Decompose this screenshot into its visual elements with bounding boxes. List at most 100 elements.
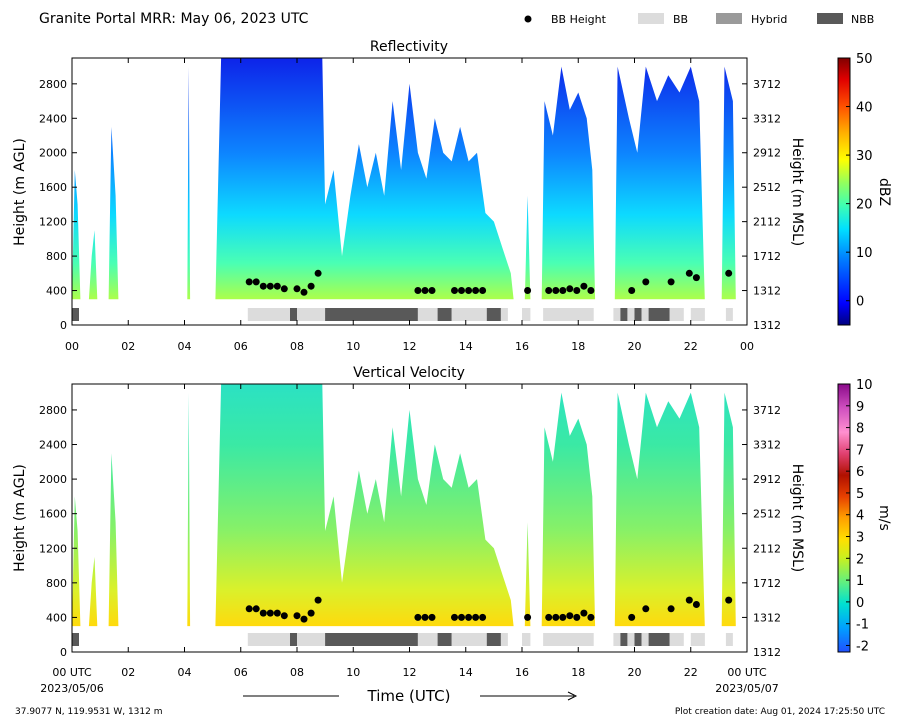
vertical-velocity-bb-height-point [667, 605, 675, 613]
reflectivity-bb-type-segment [627, 308, 635, 321]
vertical-velocity-colorbar-tick-label: -2 [856, 639, 869, 654]
vertical-velocity-echo-area [72, 384, 736, 627]
vertical-velocity-bb-type-segment [325, 633, 418, 646]
reflectivity-bb-type-segment [669, 308, 684, 321]
reflectivity-bb-height-point [667, 278, 675, 286]
legend-hybrid-swatch [716, 13, 742, 24]
reflectivity-bb-type-segment [613, 308, 621, 321]
vertical-velocity-ytick-label: 2400 [39, 439, 67, 452]
reflectivity-bb-height-point [685, 269, 693, 277]
reflectivity-bb-type-segment [437, 308, 452, 321]
vertical-velocity-colorbar-tick-label: 9 [856, 400, 864, 415]
vertical-velocity-bb-type-segment [72, 633, 79, 646]
reflectivity-colorbar-tick-label: 20 [856, 198, 873, 213]
vertical-velocity-bb-height-point [266, 609, 274, 617]
reflectivity-bb-height-point [252, 278, 260, 286]
reflectivity-echo-layer [72, 58, 736, 300]
reflectivity-xtick-label: 16 [515, 340, 529, 353]
reflectivity-bb-height-points [245, 269, 733, 296]
vertical-velocity-ytick-right-label: 1312 [753, 646, 781, 659]
reflectivity-ytick-label: 800 [46, 250, 67, 263]
vertical-velocity-bb-height-point [273, 609, 281, 617]
vertical-velocity-bb-type-segment [627, 633, 635, 646]
vertical-velocity-xtick-label: 02 [121, 666, 135, 679]
reflectivity-bb-type-segment [543, 308, 594, 321]
reflectivity-bb-height-point [300, 288, 308, 296]
reflectivity-bb-type-segment [417, 308, 438, 321]
reflectivity-ytick-label: 2800 [39, 78, 67, 91]
reflectivity-xtick-label: 04 [178, 340, 192, 353]
vertical-velocity-bb-type-segment [641, 633, 649, 646]
reflectivity-ytick-right-label: 3312 [753, 112, 781, 125]
vertical-velocity-ytick-label: 1200 [39, 542, 67, 555]
vertical-velocity-colorbar-tick-label: 6 [856, 465, 864, 480]
reflectivity-bb-height-point [545, 287, 553, 294]
reflectivity-ytick-label: 400 [46, 285, 67, 298]
creation-date-label: Plot creation date: Aug 01, 2024 17:25:5… [675, 707, 885, 717]
vertical-velocity-bb-height-point [479, 613, 487, 621]
vertical-velocity-bb-height-point [252, 605, 260, 613]
reflectivity-bb-height-point [280, 285, 288, 293]
vertical-velocity-panel: Vertical Velocity Height (m AGL) Height … [12, 365, 892, 679]
reflectivity-bb-type-segment [634, 308, 642, 321]
reflectivity-xtick-label: 00 [740, 340, 754, 353]
vertical-velocity-bb-type-segment [648, 633, 670, 646]
legend-bb-height-label: BB Height [551, 13, 607, 26]
vertical-velocity-xtick-label: 00 UTC [52, 666, 92, 679]
reflectivity-echo-area [72, 58, 736, 300]
reflectivity-bb-height-point [587, 287, 595, 294]
reflectivity-ytick-right-label: 1312 [753, 285, 781, 298]
vertical-velocity-bb-height-point [451, 613, 458, 621]
vertical-velocity-ytick-right-label: 2912 [753, 473, 781, 486]
vertical-velocity-colorbar-tick-label: 0 [856, 596, 864, 611]
vertical-velocity-bb-height-point [587, 613, 595, 621]
reflectivity-bb-type-segment [641, 308, 649, 321]
vertical-velocity-colorbar: -2 -1 0 1 2 3 4 5 6 7 8 9 10 m/s [837, 378, 892, 654]
reflectivity-ytick-label: 1200 [39, 216, 67, 229]
reflectivity-xtick-label: 10 [346, 340, 360, 353]
vertical-velocity-bb-type-band [72, 633, 733, 646]
reflectivity-xtick-label: 18 [571, 340, 585, 353]
legend-bb-height-marker [524, 15, 532, 23]
vertical-velocity-bb-height-point [414, 613, 422, 621]
reflectivity-colorbar-tick-label: 30 [856, 149, 873, 164]
vertical-velocity-bb-height-point [685, 596, 693, 604]
vertical-velocity-bb-height-point [580, 609, 588, 617]
vertical-velocity-bb-height-point [725, 596, 733, 604]
vertical-velocity-bb-height-point [642, 605, 650, 613]
reflectivity-bb-height-point [428, 287, 436, 294]
vertical-velocity-bb-height-point [428, 613, 436, 621]
reflectivity-bb-type-segment [325, 308, 418, 321]
reflectivity-xtick-label: 08 [290, 340, 304, 353]
vertical-velocity-echo-layer [72, 384, 736, 627]
reflectivity-colorbar-tick-label: 50 [856, 52, 873, 67]
vertical-velocity-bb-height-points [245, 596, 733, 623]
figure-title: Granite Portal MRR: May 06, 2023 UTC [39, 11, 309, 27]
reflectivity-bb-height-point [458, 287, 465, 294]
reflectivity-xtick-label: 14 [459, 340, 473, 353]
reflectivity-bb-type-segment [620, 308, 628, 321]
vertical-velocity-ytick-right-label: 1712 [753, 577, 781, 590]
legend-nbb-label: NBB [851, 13, 874, 26]
reflectivity-ytick-right-label: 2112 [753, 216, 781, 229]
vertical-velocity-bb-height-point [692, 601, 700, 608]
vertical-velocity-bb-type-segment [634, 633, 642, 646]
vertical-velocity-xtick-label: 00 UTC [727, 666, 767, 679]
reflectivity-bb-height-point [414, 287, 422, 294]
reflectivity-xtick-label: 02 [121, 340, 135, 353]
vertical-velocity-bb-type-segment [669, 633, 684, 646]
vertical-velocity-bb-type-segment [522, 633, 531, 646]
time-arrow-head [567, 691, 578, 701]
vertical-velocity-bb-height-point [245, 605, 253, 613]
vertical-velocity-xtick-label: 20 [628, 666, 642, 679]
reflectivity-xtick-label: 00 [65, 340, 79, 353]
vertical-velocity-xtick-label: 22 [684, 666, 698, 679]
vertical-velocity-colorbar-tick-label: -1 [856, 618, 869, 633]
reflectivity-bb-height-point [692, 274, 700, 282]
reflectivity-ytick-right-label: 1712 [753, 250, 781, 263]
vertical-velocity-ytick-right-label: 3712 [753, 404, 781, 417]
vertical-velocity-bb-height-point [566, 612, 574, 620]
reflectivity-bb-height-point [472, 287, 480, 294]
